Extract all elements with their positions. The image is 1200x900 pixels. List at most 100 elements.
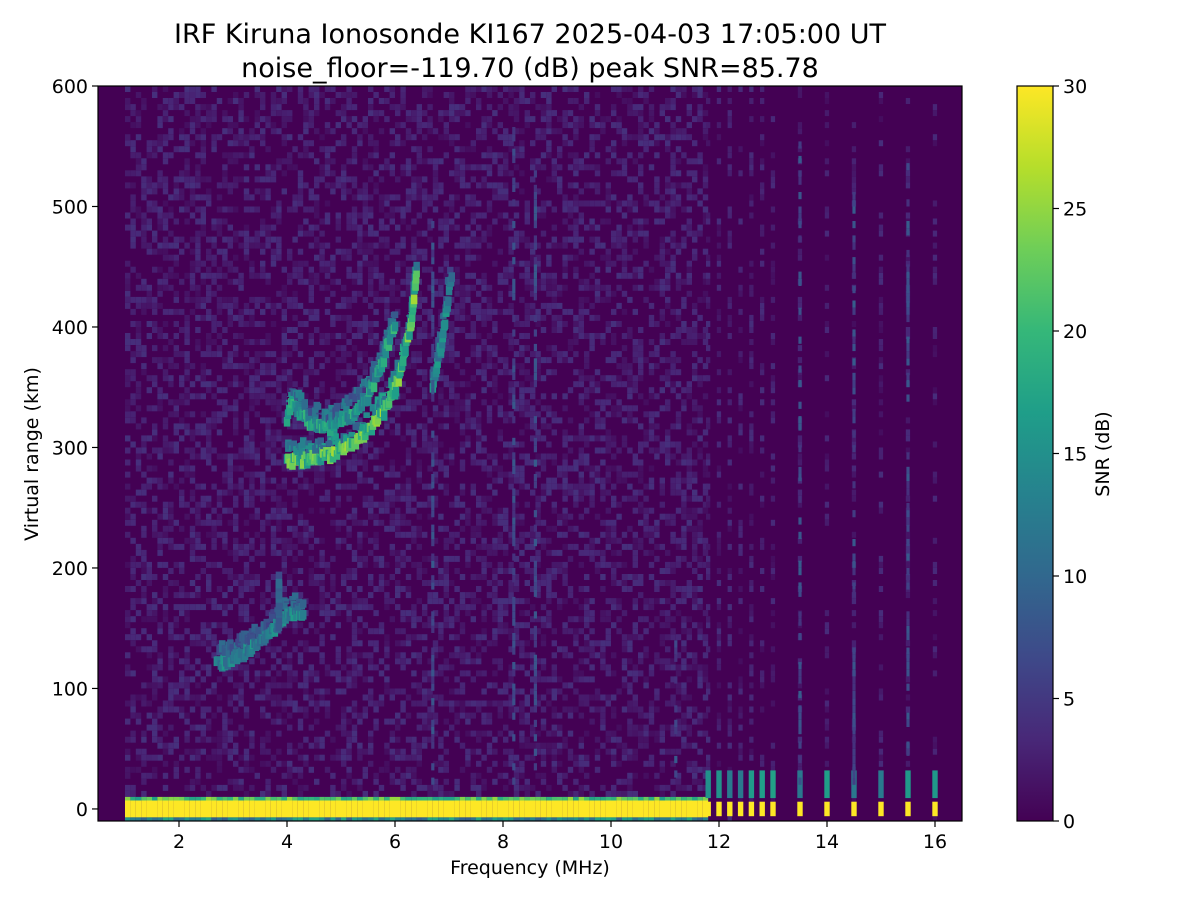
noise-cell (557, 321, 563, 327)
noise-cell (476, 314, 482, 321)
noise-cell (535, 164, 541, 171)
noise-cell (486, 152, 493, 159)
noise-cell (492, 658, 498, 665)
noise-cell (157, 242, 163, 249)
noise-cell (314, 670, 320, 677)
noise-cell (125, 634, 131, 641)
noise-cell (260, 176, 266, 183)
noise-cell (335, 622, 341, 629)
noise-cell (416, 104, 422, 111)
noise-cell (249, 260, 255, 267)
noise-cell (540, 116, 547, 123)
noise-cell (206, 586, 212, 592)
noise-cell (503, 194, 509, 201)
noise-cell (297, 652, 304, 659)
noise-cell (292, 586, 298, 592)
noise-cell (357, 616, 363, 623)
noise-cell (465, 296, 471, 303)
noise-cell (308, 290, 314, 297)
noise-cell (449, 194, 455, 201)
noise-cell (243, 610, 250, 617)
noise-cell (195, 574, 201, 580)
noise-cell (265, 670, 271, 677)
noise-cell (546, 254, 552, 261)
noise-cell (243, 760, 250, 767)
noise-cell (260, 381, 266, 388)
noise-cell (319, 694, 325, 701)
noise-cell (540, 604, 547, 611)
noise-cell (211, 598, 217, 605)
noise-cell (173, 333, 179, 339)
noise-cell (540, 405, 547, 412)
noise-cell (189, 748, 196, 755)
noise-cell (351, 640, 358, 647)
noise-cell (189, 86, 196, 92)
noise-cell (405, 489, 412, 496)
noise-cell (578, 314, 584, 321)
noise-cell (530, 652, 536, 659)
noise-cell (146, 176, 152, 183)
noise-cell (346, 158, 352, 165)
noise-cell (416, 471, 422, 478)
noise-cell (589, 537, 595, 544)
noise-cell (524, 423, 530, 430)
noise-cell (346, 483, 352, 490)
noise-cell (303, 784, 309, 791)
noise-cell (611, 357, 617, 364)
noise-cell (465, 754, 471, 761)
noise-cell (530, 375, 536, 382)
noise-cell (492, 682, 498, 689)
chart-subtitle: noise_floor=-119.70 (dB) peak SNR=85.78 (241, 53, 819, 84)
noise-cell (486, 284, 493, 291)
noise-cell (341, 604, 347, 611)
noise-cell (497, 134, 503, 141)
noise-cell (524, 369, 530, 376)
noise-cell (422, 200, 428, 207)
noise-cell (416, 296, 422, 303)
noise-cell (470, 592, 476, 599)
noise-cell (589, 676, 595, 683)
noise-cell (141, 549, 147, 556)
noise-cell (324, 152, 331, 159)
noise-cell (481, 116, 487, 123)
noise-cell (330, 580, 336, 586)
noise-cell (438, 465, 444, 472)
noise-cell (395, 555, 401, 562)
noise-cell (270, 302, 277, 309)
noise-cell (573, 116, 579, 123)
noise-cell (238, 453, 244, 460)
noise-cell (540, 778, 547, 785)
noise-cell (303, 98, 309, 104)
noise-cell (287, 369, 293, 376)
noise-cell (211, 525, 217, 532)
noise-cell (173, 92, 179, 98)
noise-cell (195, 700, 201, 707)
noise-cell (270, 604, 277, 611)
noise-cell (400, 327, 406, 333)
noise-cell (357, 604, 363, 611)
noise-cell (459, 441, 466, 448)
noise-cell (497, 405, 503, 412)
noise-cell (308, 531, 314, 538)
noise-cell (411, 339, 417, 345)
noise-cell (405, 399, 412, 406)
noise-cell (503, 182, 509, 189)
noise-cell (200, 519, 206, 526)
noise-cell (422, 333, 428, 339)
noise-cell (200, 375, 206, 382)
noise-cell (438, 387, 444, 394)
noise-cell (481, 574, 487, 580)
noise-cell (454, 327, 460, 333)
noise-cell (292, 646, 298, 653)
noise-cell (535, 580, 541, 586)
noise-cell (513, 537, 520, 544)
noise-cell (308, 670, 314, 677)
noise-cell (162, 104, 169, 111)
noise-cell (470, 218, 476, 225)
noise-cell (416, 122, 422, 129)
noise-cell (405, 531, 412, 538)
noise-cell (535, 321, 541, 327)
noise-cell (195, 296, 201, 303)
noise-cell (168, 658, 174, 665)
noise-cell (308, 429, 314, 436)
